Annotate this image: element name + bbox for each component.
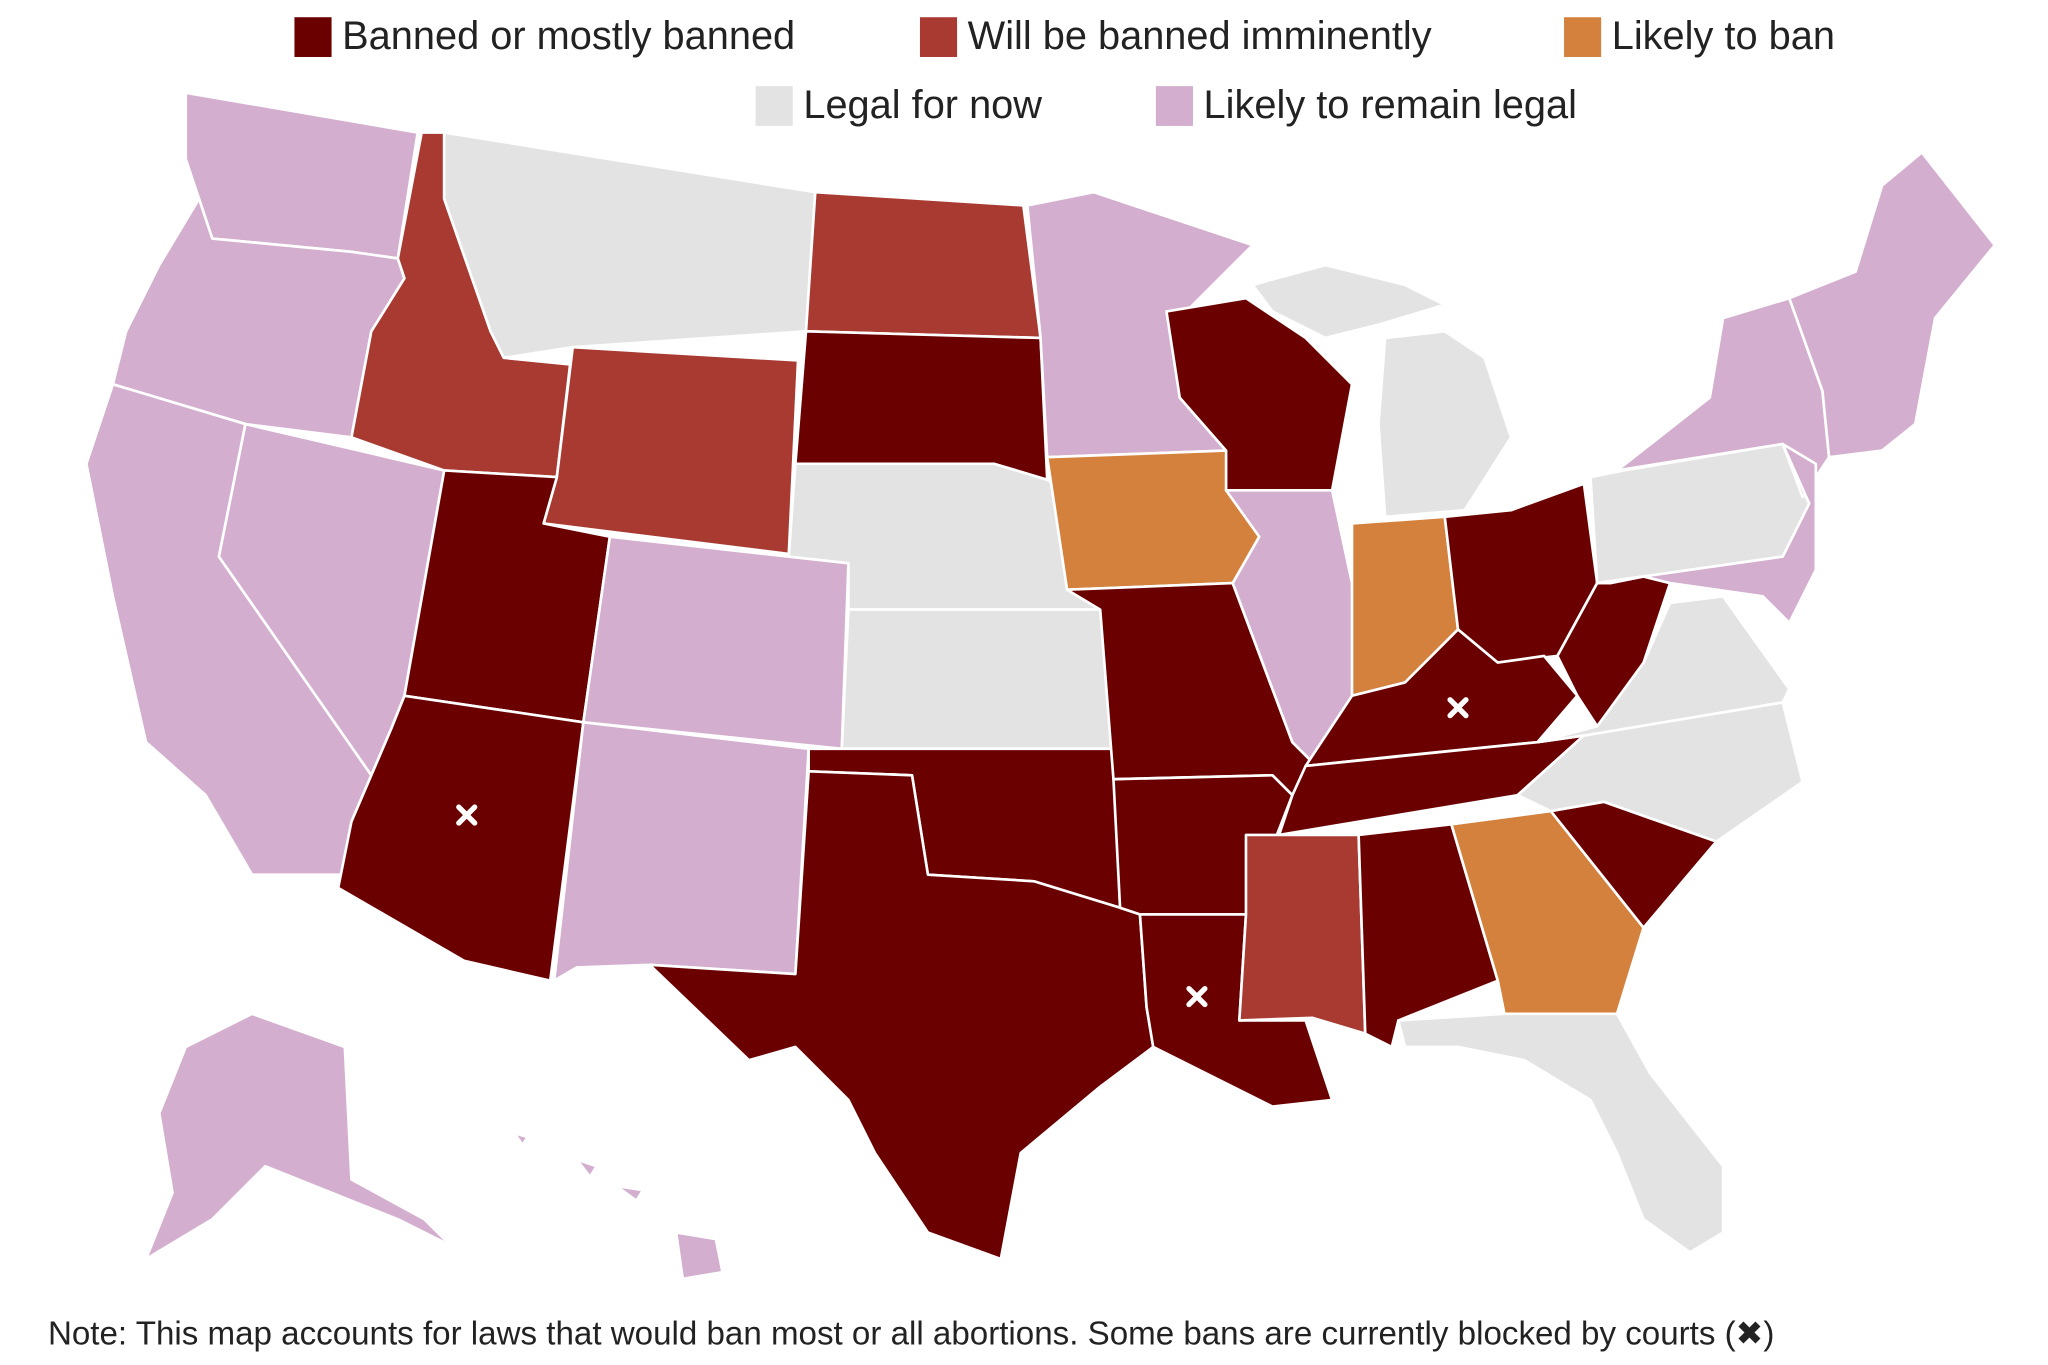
legend-label: Likely to remain legal [1204,83,1577,127]
legend-label: Legal for now [803,83,1042,127]
state [513,1131,645,1202]
states [85,91,1997,1281]
note: Note: This map accounts for laws that wo… [48,1316,1775,1353]
state [1377,329,1513,519]
state [184,91,420,260]
state [1251,263,1447,340]
state [582,535,850,751]
state [442,131,817,360]
blocked-marker [456,804,478,826]
legend-swatch [919,17,958,57]
state [1397,1012,1725,1254]
state [1788,151,1997,459]
legend-label: Likely to ban [1612,14,1835,58]
state [1595,442,1818,625]
state [144,1012,453,1261]
court-blocked-markers [456,697,1469,1008]
state [840,608,1115,751]
blocked-marker [1447,697,1469,719]
legend-swatch [1155,86,1193,126]
state [542,345,800,556]
legend-swatch [294,17,332,57]
state [674,1231,724,1281]
state [804,190,1042,340]
legend-swatch [1564,17,1602,57]
legend: Banned or mostly banned Will be banned im… [294,14,1835,127]
state [794,329,1049,482]
state [552,720,810,983]
legend-label: Banned or mostly banned [342,14,795,58]
legend-swatch [755,86,793,126]
state [1238,833,1367,1036]
legend-label: Will be banned imminently [968,14,1432,58]
state [648,769,1155,1261]
blocked-marker [1186,985,1208,1008]
